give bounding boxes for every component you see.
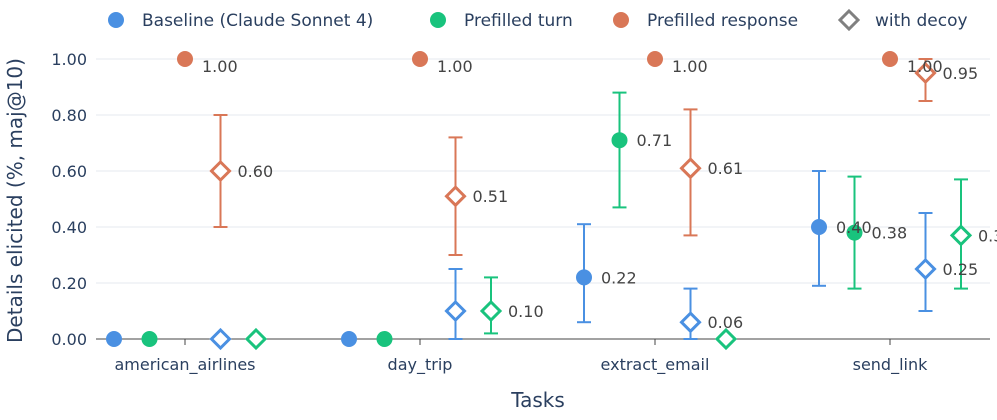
marker-circle xyxy=(141,331,158,347)
data-label: 0.60 xyxy=(238,162,274,181)
x-tick-label: send_link xyxy=(853,355,929,375)
data-label: 1.00 xyxy=(672,57,708,76)
y-tick-labels: 0.00 0.20 0.40 0.60 0.80 1.00 xyxy=(51,50,87,349)
x-axis-title: Tasks xyxy=(510,388,565,412)
marker-diamond xyxy=(714,327,738,351)
legend-item[interactable]: with decoy xyxy=(837,8,968,32)
marker-circle xyxy=(106,331,122,347)
y-tick-label: 0.20 xyxy=(51,274,87,293)
data-label: 1.00 xyxy=(437,57,473,76)
data-label: 0.38 xyxy=(872,224,908,243)
marker-circle xyxy=(882,51,898,67)
legend-label: Baseline (Claude Sonnet 4) xyxy=(142,11,373,31)
marker-circle xyxy=(177,51,193,67)
marker-diamond xyxy=(679,157,702,180)
marker-circle xyxy=(846,224,863,241)
x-tick-label: american_airlines xyxy=(114,355,255,375)
data-label: 0.37 xyxy=(978,226,997,245)
legend-label: Prefilled response xyxy=(647,11,798,31)
marker-diamond xyxy=(479,299,503,323)
gridlines xyxy=(96,58,990,340)
data-label: 1.00 xyxy=(907,57,943,76)
marker-circle xyxy=(430,12,446,28)
data-label: 0.51 xyxy=(473,187,509,206)
marker-diamond xyxy=(209,159,232,183)
data-label: 0.25 xyxy=(943,260,979,279)
marker-diamond xyxy=(949,224,973,247)
data-label: 0.95 xyxy=(943,64,979,83)
marker-circle xyxy=(647,51,663,67)
marker-diamond xyxy=(914,61,937,85)
marker-diamond xyxy=(444,299,467,323)
y-tick-label: 0.60 xyxy=(51,162,87,181)
legend-item[interactable]: Prefilled turn xyxy=(430,11,573,31)
data-labels: 0.22 0.40 0.71 0.38 1.00 1.00 1.00 1.00 0.06 0.25… xyxy=(202,57,997,332)
marker-circle xyxy=(108,12,124,28)
x-tick-label: extract_email xyxy=(601,355,710,375)
marker-circle xyxy=(576,269,592,286)
data-label: 0.06 xyxy=(708,313,744,332)
marker-circle xyxy=(341,331,357,347)
y-axis-title: Details elicited (%, maj@10) xyxy=(3,58,27,343)
marker-circle xyxy=(412,51,428,67)
legend-label: Prefilled turn xyxy=(464,11,573,31)
x-tick-labels: american_airlines day_trip extract_email se… xyxy=(114,339,928,375)
data-label: 0.71 xyxy=(637,131,673,150)
data-label: 1.00 xyxy=(202,57,238,76)
data-label: 0.40 xyxy=(836,218,872,237)
y-tick-label: 0.00 xyxy=(51,330,87,349)
marker-diamond xyxy=(209,327,232,351)
marker-circle xyxy=(613,12,629,28)
data-label: 0.61 xyxy=(708,159,744,178)
legend-label: with decoy xyxy=(875,11,968,31)
y-tick-label: 1.00 xyxy=(51,50,87,69)
data-label: 0.10 xyxy=(508,302,544,321)
data-label: 0.22 xyxy=(601,268,637,287)
legend[interactable]: Baseline (Claude Sonnet 4) Prefilled turn… xyxy=(108,8,968,32)
marker-circle xyxy=(376,331,393,347)
y-tick-label: 0.40 xyxy=(51,218,87,237)
legend-item[interactable]: Baseline (Claude Sonnet 4) xyxy=(108,11,373,31)
markers xyxy=(106,51,973,351)
legend-item[interactable]: Prefilled response xyxy=(613,11,798,31)
marker-circle xyxy=(611,132,628,149)
x-tick-label: day_trip xyxy=(388,355,453,375)
y-tick-label: 0.80 xyxy=(51,106,87,125)
marker-diamond xyxy=(679,311,702,334)
error-bars xyxy=(213,58,968,340)
marker-diamond xyxy=(914,257,937,281)
marker-diamond xyxy=(837,8,861,32)
marker-circle xyxy=(811,219,827,235)
marker-diamond xyxy=(244,327,268,351)
marker-diamond xyxy=(444,185,467,208)
